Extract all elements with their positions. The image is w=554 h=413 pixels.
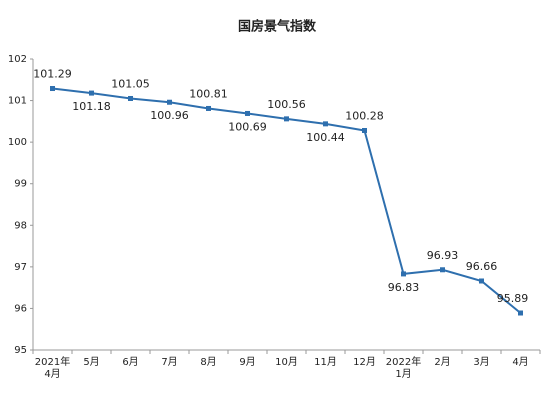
x-tick-label: 7月 bbox=[161, 356, 177, 368]
y-tick-label: 96 bbox=[14, 303, 27, 314]
y-tick-label: 101 bbox=[8, 96, 27, 107]
marker bbox=[128, 95, 133, 101]
x-tick-label: 11月 bbox=[314, 356, 337, 368]
marker bbox=[167, 99, 172, 105]
line bbox=[52, 87, 522, 314]
y-tick-label: 102 bbox=[8, 54, 27, 65]
value-label: 100.28 bbox=[345, 110, 384, 123]
value-label: 100.96 bbox=[150, 109, 189, 122]
marker bbox=[206, 105, 211, 111]
x-tick-label: 2022年 1月 bbox=[386, 355, 421, 380]
marker bbox=[479, 278, 484, 284]
marker bbox=[245, 110, 250, 116]
x-tick-label: 5月 bbox=[83, 356, 99, 368]
x-tick-label: 3月 bbox=[473, 356, 489, 368]
value-label: 100.56 bbox=[267, 98, 306, 111]
value-label: 95.89 bbox=[497, 292, 529, 305]
x-tick-label: 2021年 4月 bbox=[35, 355, 70, 380]
chart-title: 国房景气指数 bbox=[238, 19, 317, 35]
x-tick-label: 10月 bbox=[275, 356, 298, 368]
value-label: 100.44 bbox=[306, 131, 345, 144]
y-tick-label: 95 bbox=[14, 345, 27, 356]
value-label: 96.93 bbox=[427, 249, 459, 262]
x-tick-label: 6月 bbox=[122, 356, 138, 368]
value-label: 100.69 bbox=[228, 120, 267, 133]
value-label: 100.81 bbox=[189, 87, 228, 100]
marker bbox=[323, 121, 328, 127]
marker bbox=[284, 116, 289, 122]
x-tick-label: 12月 bbox=[353, 356, 376, 368]
y-tick-label: 99 bbox=[14, 179, 27, 190]
value-label: 101.05 bbox=[111, 77, 150, 90]
marker bbox=[401, 271, 406, 277]
value-label: 96.66 bbox=[466, 260, 498, 273]
marker bbox=[89, 90, 94, 96]
value-label: 101.18 bbox=[72, 100, 111, 113]
y-tick-label: 97 bbox=[14, 262, 27, 273]
marker bbox=[518, 310, 523, 316]
marker bbox=[440, 267, 445, 273]
x-tick-label: 9月 bbox=[239, 356, 255, 368]
value-label: 101.29 bbox=[33, 68, 72, 81]
x-tick-label: 2月 bbox=[434, 356, 450, 368]
value-label: 96.83 bbox=[388, 281, 420, 294]
x-tick-label: 4月 bbox=[512, 356, 528, 368]
marker bbox=[362, 128, 367, 134]
x-tick-label: 8月 bbox=[200, 356, 216, 368]
y-tick-label: 98 bbox=[14, 220, 27, 231]
marker bbox=[50, 86, 55, 92]
y-tick-label: 100 bbox=[8, 137, 27, 148]
